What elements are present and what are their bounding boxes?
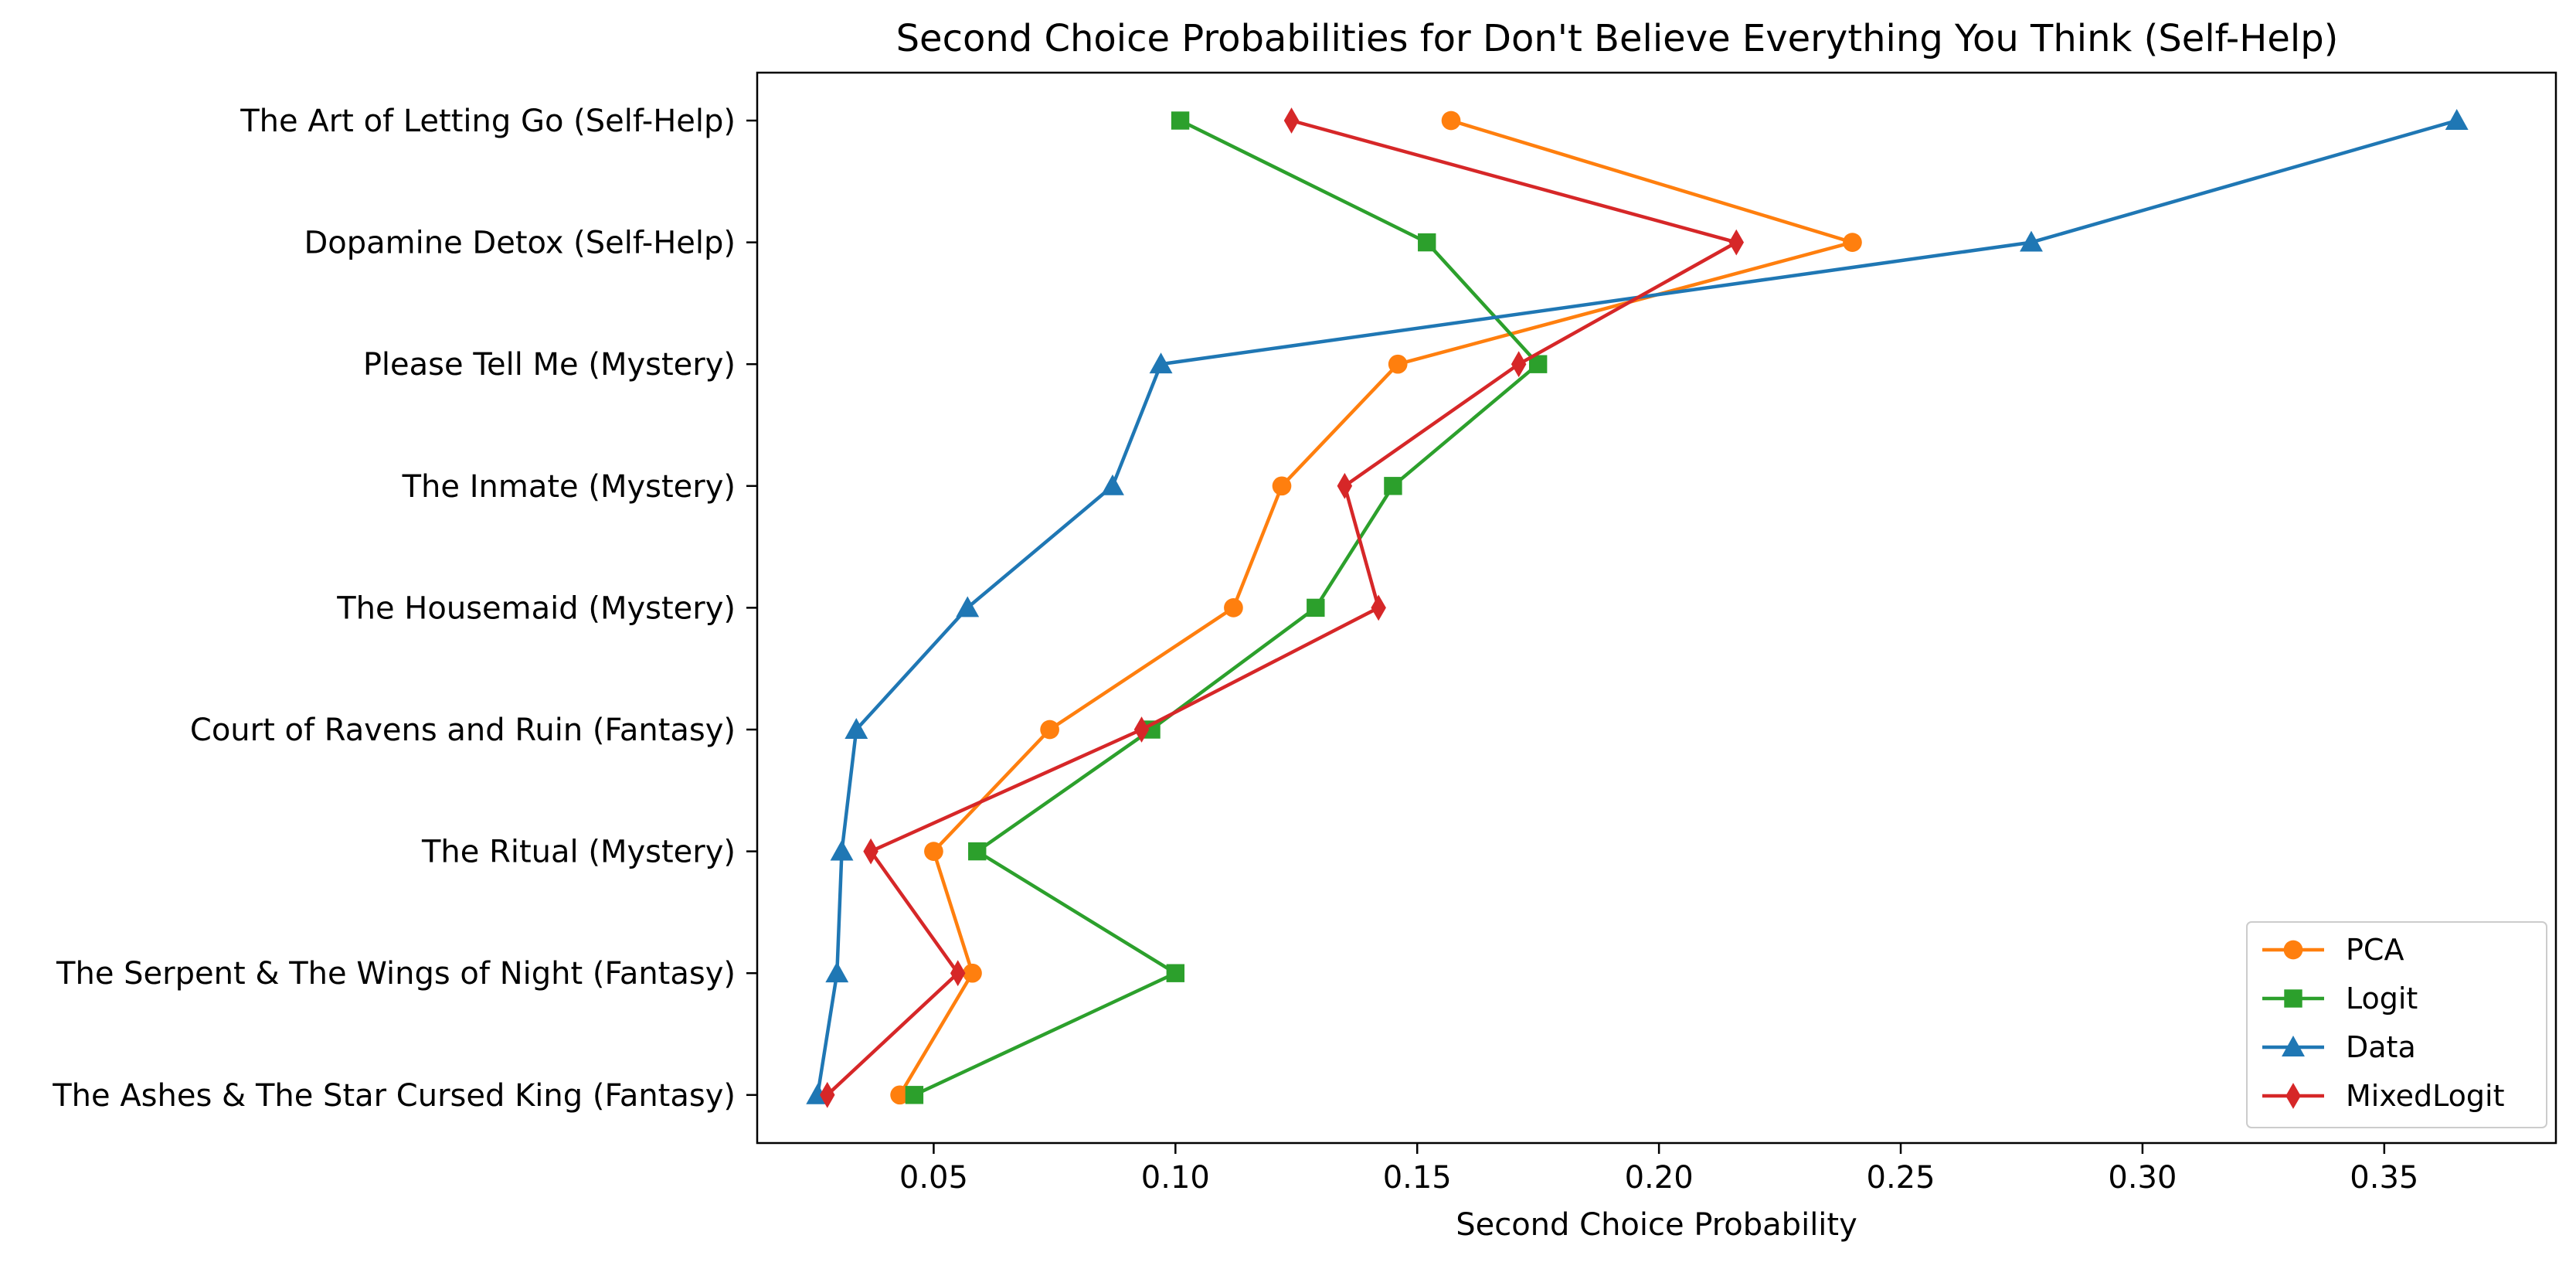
series-line — [815, 118, 2458, 1096]
series-layer — [806, 107, 2469, 1108]
legend-item: MixedLogit — [2262, 1079, 2505, 1113]
y-tick-label: The Inmate (Mystery) — [402, 469, 736, 505]
data-point — [845, 718, 868, 739]
legend-marker — [2282, 1036, 2305, 1056]
data-point — [1371, 594, 1386, 621]
data-point — [1418, 233, 1436, 252]
legend-box — [2246, 921, 2547, 1128]
series-data — [806, 109, 2469, 1104]
data-point — [924, 842, 943, 861]
data-point — [1040, 720, 1059, 740]
legend-marker — [2283, 940, 2303, 960]
y-tick-label: The Housemaid (Mystery) — [336, 590, 736, 626]
data-point — [830, 839, 854, 861]
x-tick-label: 0.25 — [1867, 1160, 1935, 1196]
data-point — [1843, 233, 1862, 252]
data-point — [1441, 111, 1461, 131]
data-point — [890, 1085, 909, 1105]
y-tick-label: The Ashes & The Star Cursed King (Fantas… — [52, 1078, 736, 1114]
series-pca — [890, 111, 1862, 1105]
y-tick-label: Dopamine Detox (Self-Help) — [304, 226, 736, 261]
y-tick-label: Please Tell Me (Mystery) — [363, 347, 736, 383]
legend-item: Data — [2262, 1030, 2416, 1064]
y-tick-label: The Art of Letting Go (Self-Help) — [240, 104, 736, 139]
legend-item: Logit — [2262, 982, 2418, 1016]
data-point — [863, 838, 878, 865]
data-point — [1307, 598, 1325, 617]
data-point — [950, 960, 966, 987]
x-tick-label: 0.35 — [2350, 1160, 2418, 1196]
x-tick-label: 0.05 — [899, 1160, 968, 1196]
y-axis: The Art of Letting Go (Self-Help) Dopamin… — [52, 104, 757, 1114]
x-axis: 0.05 0.10 0.15 0.20 0.25 0.30 0.35 — [899, 1143, 2418, 1196]
legend-marker — [2284, 989, 2302, 1008]
x-tick-label: 0.10 — [1141, 1160, 1210, 1196]
data-point — [956, 596, 980, 617]
data-point — [1384, 477, 1402, 495]
legend-label: Logit — [2346, 982, 2418, 1016]
x-tick-label: 0.20 — [1625, 1160, 1694, 1196]
data-point — [1283, 107, 1300, 134]
x-axis-label: Second Choice Probability — [1456, 1207, 1857, 1243]
data-point — [1728, 229, 1745, 256]
data-point — [1166, 964, 1185, 982]
data-point — [963, 963, 982, 983]
data-point — [1388, 354, 1408, 374]
data-point — [1133, 716, 1150, 743]
legend-marker — [2285, 1083, 2301, 1109]
chart-title: Second Choice Probabilities for Don't Be… — [896, 17, 2339, 60]
legend-item: PCA — [2262, 933, 2404, 967]
data-point — [905, 1086, 924, 1104]
x-tick-label: 0.30 — [2108, 1160, 2177, 1196]
data-point — [819, 1081, 835, 1108]
data-point — [1337, 472, 1353, 499]
data-point — [1528, 355, 1548, 373]
series-mixedlogit — [819, 107, 1745, 1108]
data-point — [1511, 351, 1527, 378]
legend: PCA Logit Data MixedLogit — [2246, 921, 2547, 1128]
data-point — [968, 842, 987, 861]
data-point — [1272, 476, 1292, 496]
data-point — [2445, 109, 2469, 130]
data-point — [2020, 230, 2043, 252]
data-point — [1149, 352, 1173, 374]
legend-label: MixedLogit — [2346, 1079, 2505, 1113]
legend-label: Data — [2346, 1030, 2416, 1064]
series-logit — [905, 111, 1548, 1104]
legend-label: PCA — [2346, 933, 2404, 967]
y-tick-label: The Ritual (Mystery) — [421, 835, 736, 870]
data-point — [1224, 598, 1243, 617]
data-point — [1101, 474, 1124, 495]
data-point — [1171, 111, 1190, 130]
x-tick-label: 0.15 — [1383, 1160, 1452, 1196]
data-point — [825, 961, 849, 983]
y-tick-label: Court of Ravens and Ruin (Fantasy) — [190, 713, 736, 748]
y-tick-label: The Serpent & The Wings of Night (Fantas… — [56, 956, 736, 992]
